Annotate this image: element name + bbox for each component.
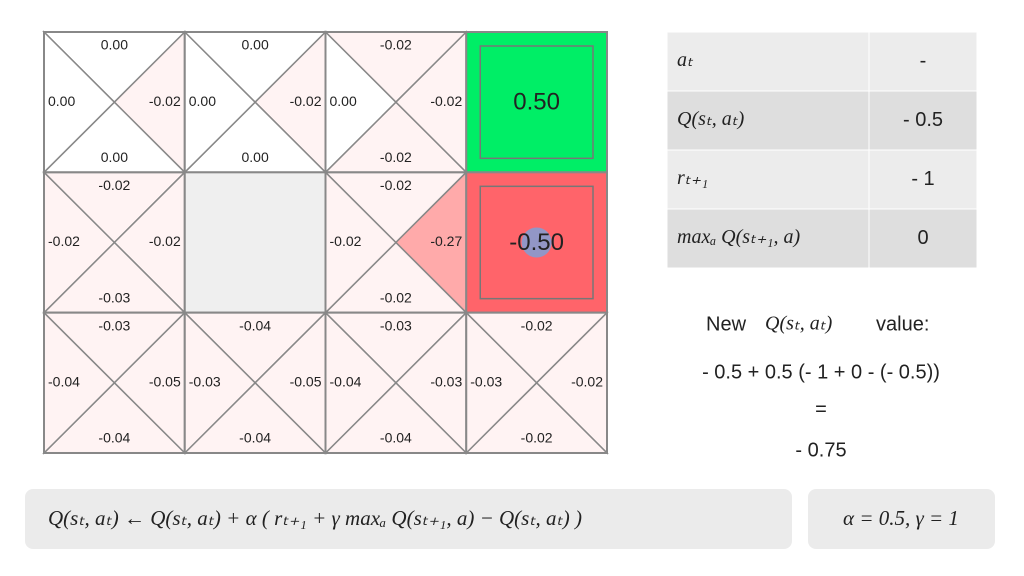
q-left: -0.02	[48, 233, 80, 249]
table-label-cell	[666, 31, 870, 92]
table-label: maxₐ Q(sₜ₊₁, a)	[677, 226, 800, 248]
table-value: -	[920, 50, 927, 72]
update-heading-math: Q(sₜ, aₜ)	[765, 313, 833, 335]
table-value-cell	[868, 90, 978, 151]
q-right: -0.02	[149, 93, 181, 109]
q-down: 0.00	[101, 149, 128, 165]
q-down: -0.02	[380, 289, 412, 305]
q-right: -0.02	[290, 93, 322, 109]
q-down: -0.04	[239, 430, 271, 446]
q-right: -0.02	[430, 93, 462, 109]
q-left: 0.00	[330, 93, 357, 109]
q-left: -0.03	[189, 374, 221, 390]
q-up: -0.02	[98, 177, 130, 193]
q-up: -0.02	[380, 37, 412, 53]
table-value: 0	[917, 227, 928, 249]
q-down: -0.02	[380, 149, 412, 165]
q-down: -0.02	[521, 430, 553, 446]
table-value-cell	[868, 208, 978, 269]
q-left: -0.02	[330, 233, 362, 249]
table-label-cell	[666, 149, 870, 210]
q-up: 0.00	[101, 37, 128, 53]
q-up: 0.00	[242, 37, 269, 53]
q-left: -0.04	[48, 374, 80, 390]
q-right: -0.02	[571, 374, 603, 390]
terminal-value: 0.50	[513, 89, 560, 116]
gridworld: 0.00 0.00 0.00 -0.02 0.00 0.00 0.00 -0.02 -0.02 -…	[42, 30, 609, 455]
q-up: -0.03	[380, 317, 412, 333]
terminal-inner	[479, 45, 594, 160]
table-value-cell	[868, 149, 978, 210]
table-label: rₜ₊₁	[677, 167, 708, 189]
q-up: -0.02	[380, 177, 412, 193]
update-heading-prefix: New	[706, 313, 747, 335]
q-up: -0.04	[239, 317, 271, 333]
q-right: -0.05	[149, 374, 181, 390]
q-right: -0.03	[430, 374, 462, 390]
q-down: 0.00	[242, 149, 269, 165]
wall-cell	[183, 171, 327, 314]
update-equals: =	[815, 398, 827, 420]
value-table: aₜ - Q(sₜ, aₜ) - 0.5 rₜ₊₁ - 1 maxₐ Q(sₜ₊₁, a) 0	[666, 31, 978, 269]
table-label: Q(sₜ, aₜ)	[677, 108, 745, 130]
q-right: -0.05	[290, 374, 322, 390]
update-result: - 0.75	[795, 439, 846, 461]
table-label-cell	[666, 208, 870, 269]
terminal-value: -0.50	[509, 229, 564, 256]
q-up: -0.03	[98, 317, 130, 333]
q-right: -0.02	[149, 233, 181, 249]
q-left: 0.00	[48, 93, 75, 109]
q-left: -0.04	[330, 374, 362, 390]
table-value: - 1	[911, 168, 934, 190]
parameters-box	[808, 489, 995, 549]
formula-box	[25, 489, 792, 549]
q-up: -0.02	[521, 317, 553, 333]
q-left: 0.00	[189, 93, 216, 109]
q-right: -0.27	[430, 233, 462, 249]
q-down: -0.04	[98, 430, 130, 446]
table-label: aₜ	[677, 49, 694, 71]
formula: Q(sₜ, aₜ) ← Q(sₜ, aₜ) + α ( rₜ₊₁ + γ max…	[48, 506, 582, 530]
update-expression: - 0.5 + 0.5 (- 1 + 0 - (- 0.5))	[702, 361, 940, 383]
agent	[521, 227, 552, 258]
q-down: -0.04	[380, 430, 412, 446]
table-value-cell	[868, 31, 978, 92]
q-cell	[465, 311, 608, 454]
q-left: -0.03	[470, 374, 502, 390]
table-label-cell	[666, 90, 870, 151]
parameters: α = 0.5, γ = 1	[843, 506, 959, 530]
update-heading-suffix: value:	[876, 313, 929, 335]
terminal-inner	[479, 185, 594, 300]
terminal-cell	[465, 31, 608, 174]
table-value: - 0.5	[903, 109, 943, 131]
q-down: -0.03	[98, 289, 130, 305]
